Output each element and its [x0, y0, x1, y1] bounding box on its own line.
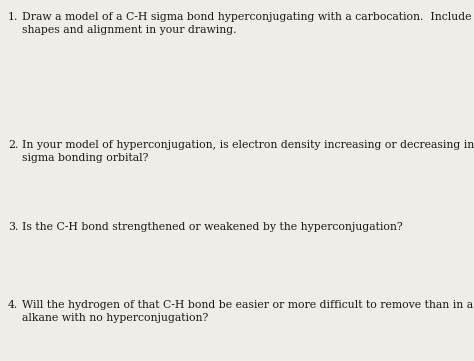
Text: Will the hydrogen of that C-H bond be easier or more difficult to remove than in: Will the hydrogen of that C-H bond be ea…	[22, 300, 474, 310]
Text: 2.: 2.	[8, 140, 18, 150]
Text: sigma bonding orbital?: sigma bonding orbital?	[22, 153, 148, 163]
Text: 3.: 3.	[8, 222, 18, 232]
Text: 1.: 1.	[8, 12, 18, 22]
Text: Draw a model of a C-H sigma bond hyperconjugating with a carbocation.  Include o: Draw a model of a C-H sigma bond hyperco…	[22, 12, 474, 22]
Text: shapes and alignment in your drawing.: shapes and alignment in your drawing.	[22, 25, 237, 35]
Text: alkane with no hyperconjugation?: alkane with no hyperconjugation?	[22, 313, 208, 323]
Text: Is the C-H bond strengthened or weakened by the hyperconjugation?: Is the C-H bond strengthened or weakened…	[22, 222, 402, 232]
Text: 4.: 4.	[8, 300, 18, 310]
Text: In your model of hyperconjugation, is electron density increasing or decreasing : In your model of hyperconjugation, is el…	[22, 140, 474, 150]
